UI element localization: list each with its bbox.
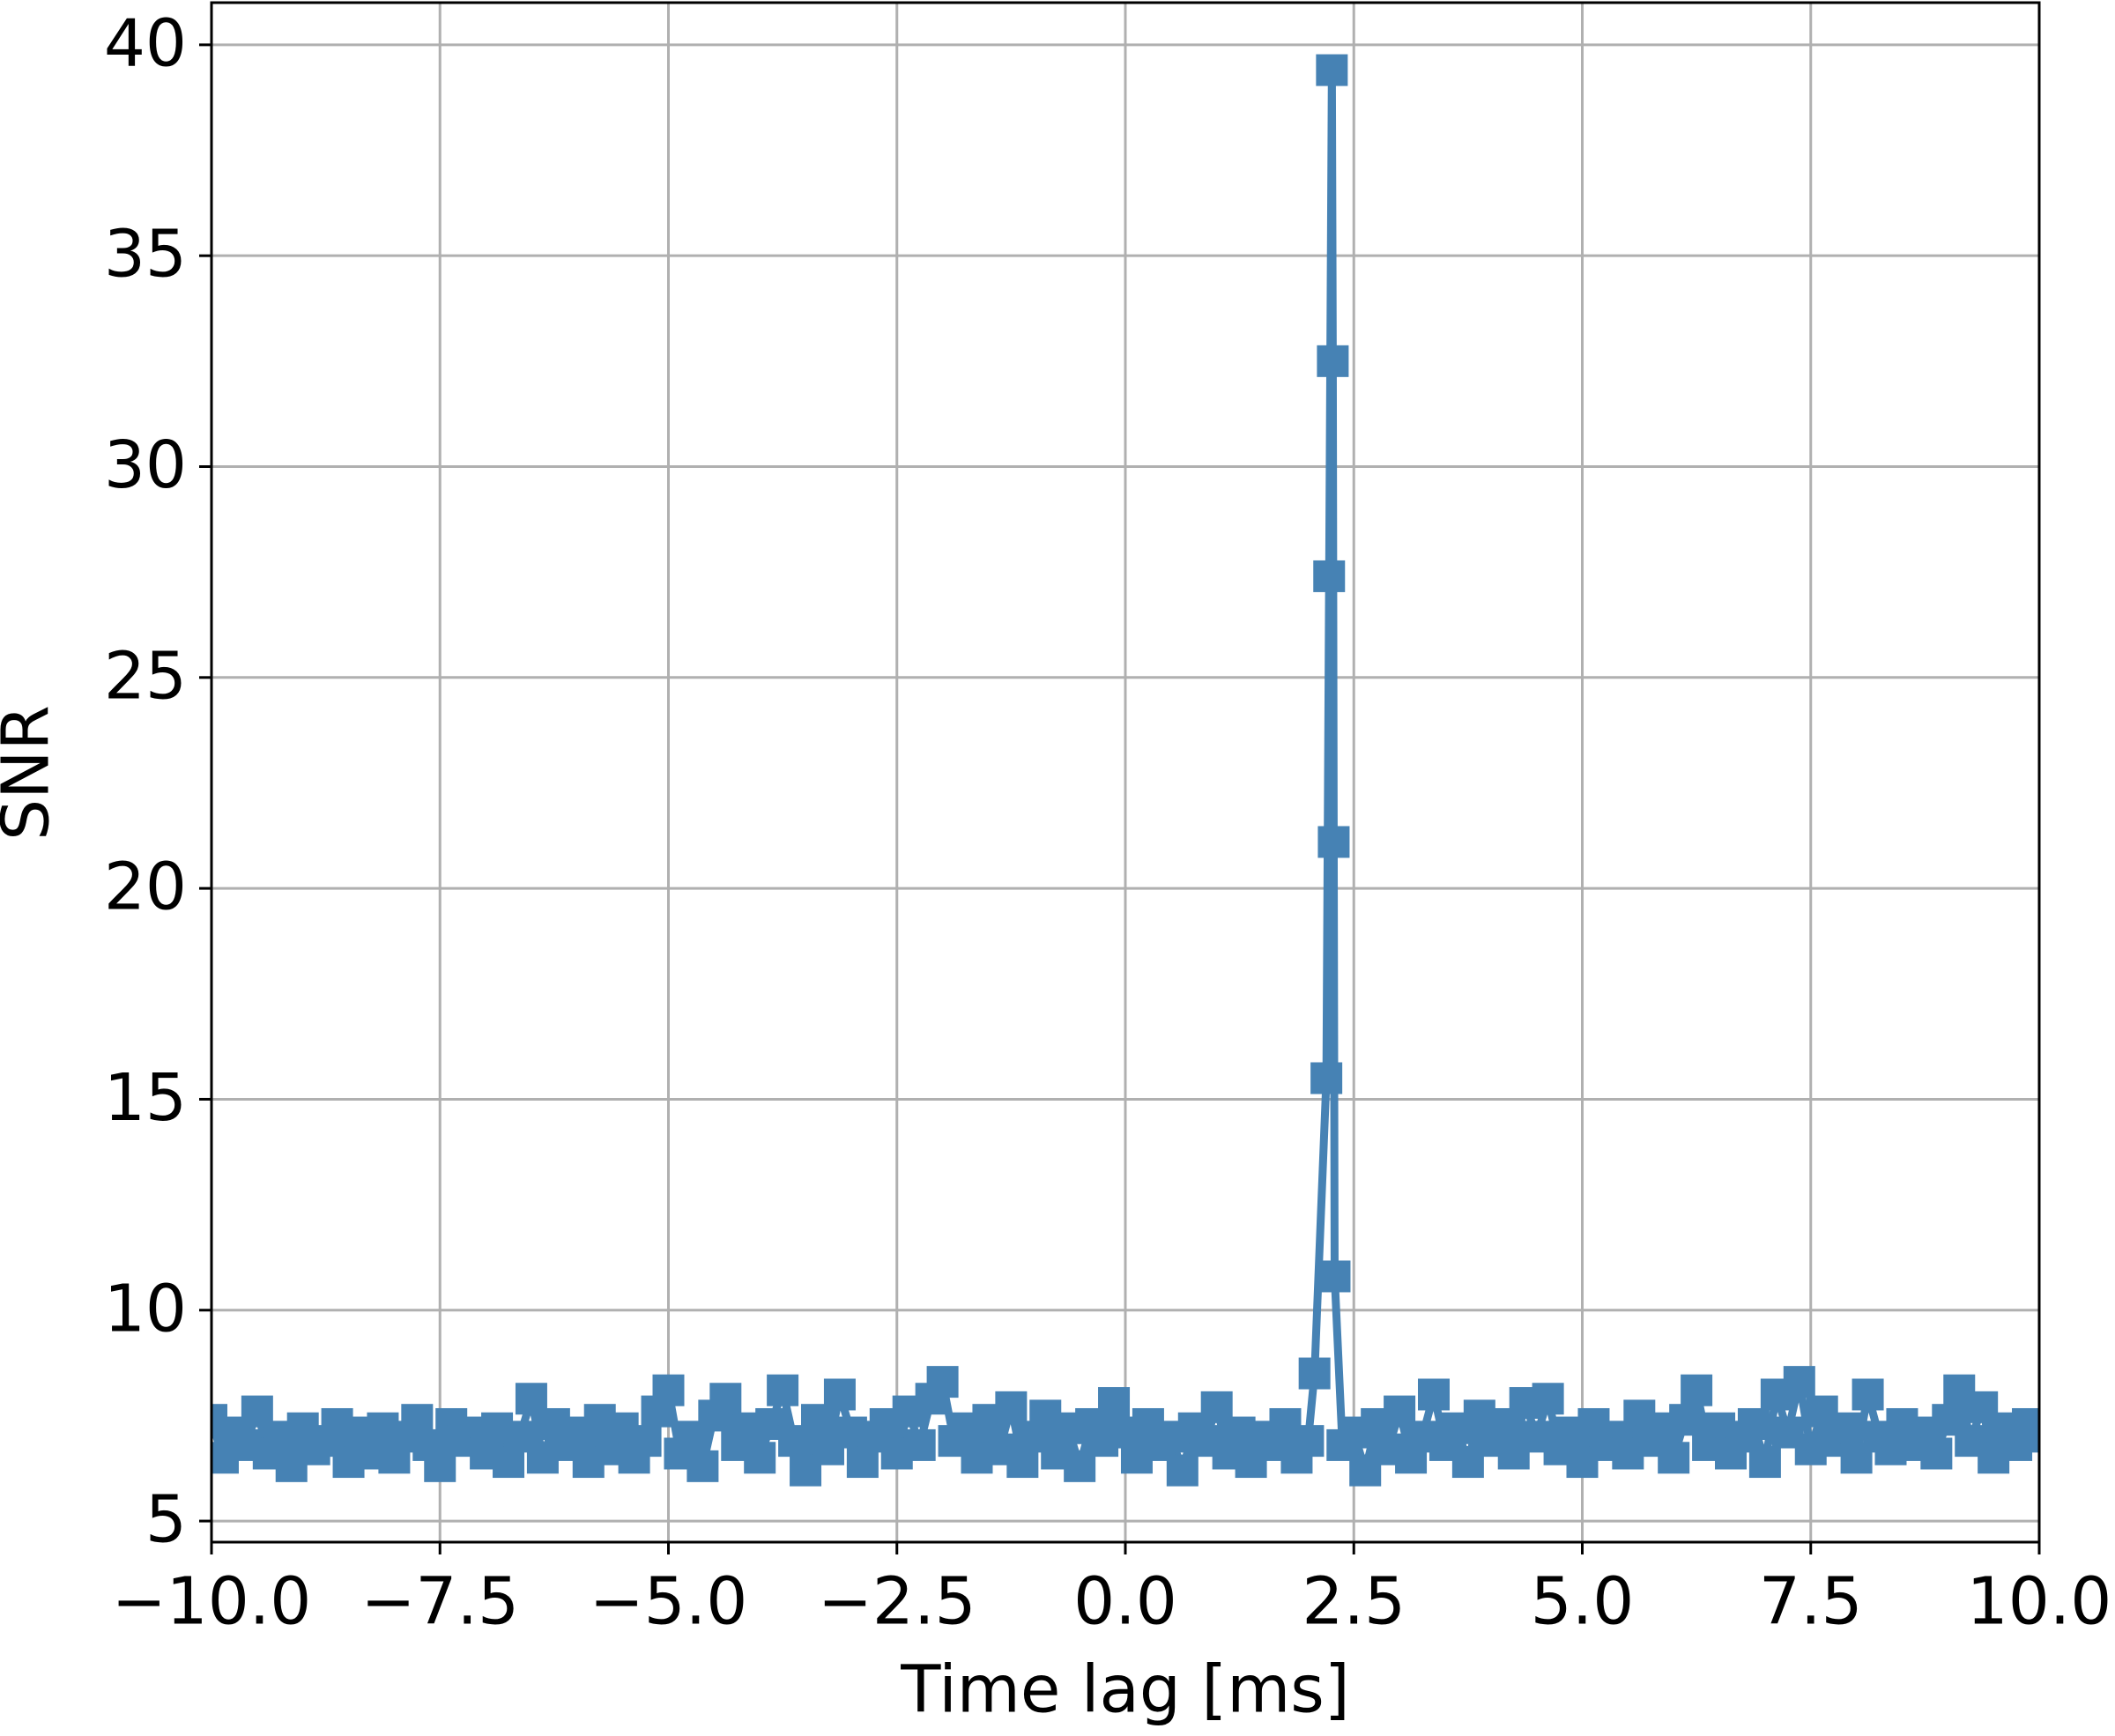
x-axis-label: Time lag [ms] [900, 1652, 1349, 1728]
data-point [1681, 1374, 1713, 1406]
data-point [1317, 345, 1349, 377]
data-point [1318, 1260, 1351, 1293]
data-point [823, 1378, 856, 1411]
x-tick-label: 7.5 [1759, 1564, 1863, 1640]
data-point [1316, 54, 1348, 86]
data-point [2023, 1421, 2039, 1453]
data-point [629, 1425, 662, 1458]
data-point [1098, 1387, 1131, 1420]
y-axis-label: SNR [0, 705, 64, 841]
data-point [903, 1428, 936, 1461]
data-point [1852, 1378, 1884, 1411]
data-point [1783, 1366, 1815, 1398]
data-point [926, 1366, 959, 1398]
data-point [1737, 1407, 1770, 1440]
y-tick-label: 10 [104, 1271, 187, 1347]
x-tick-label: 5.0 [1531, 1564, 1635, 1640]
x-tick-label: 2.5 [1302, 1564, 1406, 1640]
data-point [995, 1391, 1028, 1423]
data-point [709, 1383, 742, 1415]
data-point [1310, 1062, 1343, 1094]
plot-area [212, 54, 2039, 1487]
data-point [1748, 1446, 1781, 1479]
y-tick-label: 15 [104, 1060, 187, 1136]
data-point [1829, 1412, 1861, 1444]
y-tick-label: 25 [104, 638, 187, 714]
y-tick-label: 5 [145, 1482, 187, 1558]
x-tick-label: 10.0 [1967, 1564, 2112, 1640]
x-tick-label: −2.5 [818, 1564, 976, 1640]
y-tick-label: 40 [104, 5, 187, 81]
data-point [652, 1374, 685, 1406]
x-tick-label: −5.0 [590, 1564, 748, 1640]
data-point [686, 1450, 719, 1482]
data-point [1298, 1357, 1331, 1390]
ticks: −10.0 −7.5 −5.0 −2.5 0.0 2.5 5.0 7.5 10.0 5 10 15 20… [104, 5, 2112, 1639]
data-point [1532, 1383, 1564, 1415]
data-point [1317, 826, 1350, 858]
data-point [1166, 1454, 1198, 1487]
data-point [1417, 1378, 1450, 1411]
x-tick-label: −7.5 [360, 1564, 519, 1640]
data-point [1292, 1425, 1325, 1458]
data-point [767, 1374, 799, 1406]
data-point [1313, 560, 1346, 592]
x-tick-label: −10.0 [112, 1564, 312, 1640]
grid [210, 3, 2041, 1542]
data-point [1920, 1437, 1953, 1470]
data-point [1658, 1442, 1690, 1474]
x-tick-label: 0.0 [1073, 1564, 1177, 1640]
data-point [744, 1442, 776, 1474]
y-tick-label: 35 [104, 217, 187, 293]
y-tick-label: 30 [104, 427, 187, 503]
y-tick-label: 20 [104, 849, 187, 925]
